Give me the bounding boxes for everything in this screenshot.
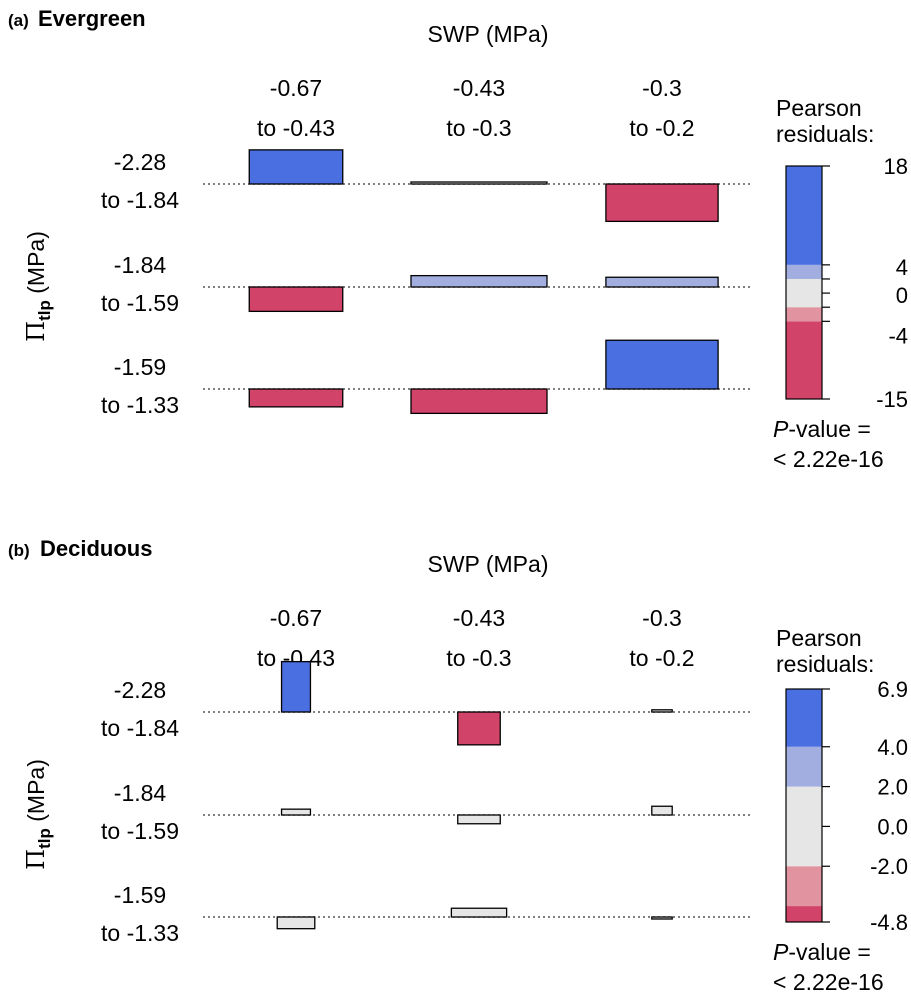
legend-tick-label: -2.0 bbox=[870, 854, 908, 879]
row-label-line2: to -1.33 bbox=[101, 392, 179, 418]
panel-evergreen: (a) Evergreen SWP (MPa) -0.67 to -0.43 -0.43 t… bbox=[8, 6, 908, 472]
pvalue-line1: P-value = bbox=[773, 939, 871, 965]
residual-bar bbox=[248, 388, 344, 408]
panel-title: Deciduous bbox=[40, 536, 152, 561]
residual-bar bbox=[410, 388, 548, 415]
row-label-line1: -2.28 bbox=[114, 677, 166, 703]
legend-title-line2: residuals: bbox=[776, 121, 874, 147]
legend-tick-label: 2.0 bbox=[877, 775, 908, 800]
residual-bar bbox=[605, 339, 719, 390]
residual-bar bbox=[280, 660, 312, 713]
col-label-line2: to -0.2 bbox=[629, 645, 694, 671]
legend-color-band bbox=[786, 866, 822, 907]
row-label-line2: to -1.33 bbox=[101, 920, 179, 946]
col-label-line1: -0.43 bbox=[453, 75, 505, 101]
pvalue-line2: < 2.22e-16 bbox=[773, 446, 884, 472]
residual-bar bbox=[410, 274, 548, 288]
legend-title-line2: residuals: bbox=[776, 651, 874, 677]
legend-color-band bbox=[786, 166, 822, 265]
legend-color-band bbox=[786, 321, 822, 399]
row-label-line1: -2.28 bbox=[114, 149, 166, 175]
legend-color-band bbox=[786, 278, 822, 308]
col-label-line1: -0.67 bbox=[270, 75, 322, 101]
row-label-line2: to -1.59 bbox=[101, 290, 179, 316]
x-axis-title: SWP (MPa) bbox=[428, 21, 549, 47]
residual-bar bbox=[651, 916, 673, 920]
legend-frame bbox=[785, 688, 823, 923]
legend-tick-label: 4.0 bbox=[877, 735, 908, 760]
legend-tick-label: 0 bbox=[896, 283, 908, 308]
col-label-line1: -0.43 bbox=[453, 605, 505, 631]
legend-tick-label: -4.8 bbox=[870, 910, 908, 935]
legend-tick-label: 6.9 bbox=[877, 677, 908, 702]
col-label-line1: -0.67 bbox=[270, 605, 322, 631]
residual-bar bbox=[651, 805, 673, 816]
residual-bar bbox=[280, 808, 312, 816]
row-label-line2: to -1.84 bbox=[101, 715, 179, 741]
legend-tick-label: 0.0 bbox=[877, 814, 908, 839]
legend-color-band bbox=[786, 307, 822, 322]
legend-tick-label: 4 bbox=[896, 255, 908, 280]
panel-letter: (b) bbox=[8, 541, 30, 560]
panel-title: Evergreen bbox=[38, 6, 146, 31]
row-label-line1: -1.84 bbox=[114, 780, 167, 806]
col-label-line2: to -0.3 bbox=[446, 645, 511, 671]
residual-bar bbox=[605, 276, 719, 288]
y-axis-title: Πtlp (MPa) bbox=[22, 759, 54, 870]
row-label-line2: to -1.59 bbox=[101, 818, 179, 844]
residual-bar bbox=[410, 181, 548, 185]
legend-tick-label: -15 bbox=[876, 387, 908, 412]
residual-bar bbox=[450, 907, 508, 918]
pvalue-line2: < 2.22e-16 bbox=[773, 969, 884, 994]
col-label-line1: -0.3 bbox=[642, 75, 682, 101]
legend-tick-label: 18 bbox=[884, 154, 908, 179]
row-label-line1: -1.59 bbox=[114, 354, 166, 380]
col-label-line2: to -0.43 bbox=[257, 115, 335, 141]
x-axis-title: SWP (MPa) bbox=[428, 551, 549, 577]
row-label-line1: -1.59 bbox=[114, 882, 166, 908]
legend-color-band bbox=[786, 746, 822, 787]
legend-frame bbox=[785, 165, 823, 400]
col-label-line1: -0.3 bbox=[642, 605, 682, 631]
row-label-line2: to -1.84 bbox=[101, 187, 179, 213]
residual-bar bbox=[457, 711, 501, 746]
residual-bar bbox=[248, 286, 344, 313]
panel-letter: (a) bbox=[8, 11, 29, 30]
legend-title-line1: Pearson bbox=[776, 95, 862, 121]
legend-color-band bbox=[786, 906, 822, 922]
col-label-line2: to -0.3 bbox=[446, 115, 511, 141]
pvalue-line1: P-value = bbox=[773, 416, 871, 442]
residual-bar bbox=[457, 814, 501, 825]
residual-bar bbox=[248, 149, 344, 185]
legend-color-band bbox=[786, 689, 822, 747]
row-label-line1: -1.84 bbox=[114, 252, 167, 278]
col-label-line2: to -0.2 bbox=[629, 115, 694, 141]
legend-color-band bbox=[786, 786, 822, 867]
residual-bar bbox=[651, 709, 673, 713]
legend-color-band bbox=[786, 264, 822, 279]
residual-bar bbox=[605, 183, 719, 223]
legend-tick-label: -4 bbox=[888, 323, 908, 348]
legend-title-line1: Pearson bbox=[776, 625, 862, 651]
residual-bar bbox=[276, 916, 316, 930]
y-axis-title: Πtlp (MPa) bbox=[22, 231, 54, 342]
